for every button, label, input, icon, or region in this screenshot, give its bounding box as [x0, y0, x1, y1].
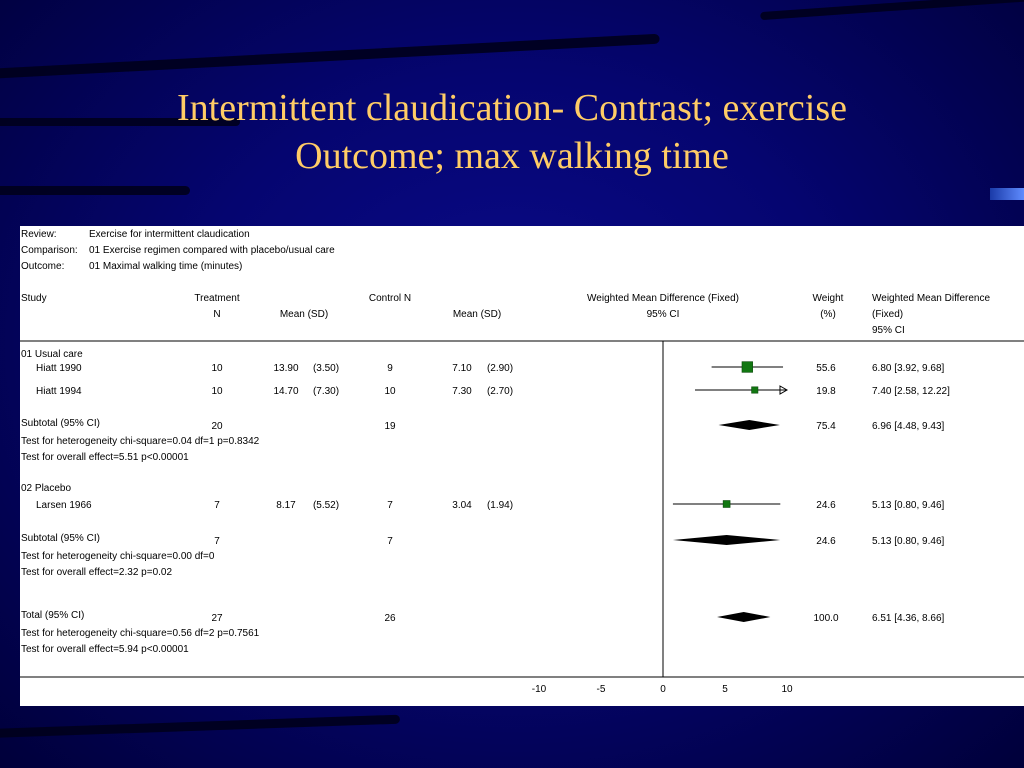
- background-streak: [0, 714, 401, 739]
- header-control-n: Control N: [369, 293, 411, 304]
- group-label: 02 Placebo: [21, 483, 71, 494]
- control-n: 7: [387, 536, 393, 547]
- accent-bar: [990, 188, 1024, 200]
- header-weight: Weight: [813, 293, 844, 304]
- effect-box: [722, 500, 731, 508]
- treatment-sd: (7.30): [313, 386, 339, 397]
- x-tick-label: 10: [781, 684, 793, 695]
- header-control-mean: Mean (SD): [453, 309, 501, 320]
- study-label: Hiatt 1990: [36, 363, 82, 374]
- effect-box: [751, 386, 759, 394]
- treatment-mean: 13.90: [273, 363, 298, 374]
- title-line-2: Outcome; max walking time: [295, 135, 729, 177]
- header-study: Study: [21, 293, 47, 304]
- slide-title: Intermittent claudication- Contrast; exe…: [0, 84, 1024, 180]
- treatment-n: 7: [214, 536, 220, 547]
- control-n: 7: [387, 500, 393, 511]
- header-treatment-n: N: [213, 309, 220, 320]
- control-mean: 7.10: [452, 363, 472, 374]
- meta-value: 01 Maximal walking time (minutes): [89, 261, 242, 272]
- treatment-sd: (5.52): [313, 500, 339, 511]
- subtotal-label: Total (95% CI): [21, 610, 84, 621]
- treatment-n: 10: [211, 363, 223, 374]
- subtotal-label: Subtotal (95% CI): [21, 418, 100, 429]
- header-weight-unit: (%): [820, 309, 836, 320]
- background-streak: [760, 0, 1024, 21]
- test-note: Test for heterogeneity chi-square=0.56 d…: [21, 628, 260, 639]
- x-tick-label: -5: [597, 684, 606, 695]
- subtotal-label: Subtotal (95% CI): [21, 533, 100, 544]
- pooled-diamond: [717, 612, 771, 622]
- header-wmd2-line2: (Fixed): [872, 309, 903, 320]
- control-n: 9: [387, 363, 393, 374]
- treatment-n: 10: [211, 386, 223, 397]
- pooled-diamond: [672, 535, 781, 545]
- treatment-n: 20: [211, 421, 223, 432]
- test-note: Test for overall effect=5.94 p<0.00001: [21, 644, 189, 655]
- ci-text: 5.13 [0.80, 9.46]: [872, 500, 945, 511]
- forest-plot: Review: Exercise for intermittent claudic…: [20, 229, 1024, 695]
- ci-text: 7.40 [2.58, 12.22]: [872, 386, 950, 397]
- control-sd: (2.90): [487, 363, 513, 374]
- weight-value: 55.6: [816, 363, 836, 374]
- study-label: Larsen 1966: [36, 500, 92, 511]
- weight-value: 24.6: [816, 500, 836, 511]
- ci-text: 5.13 [0.80, 9.46]: [872, 536, 945, 547]
- treatment-n: 7: [214, 500, 220, 511]
- control-n: 26: [384, 613, 396, 624]
- weight-value: 19.8: [816, 386, 836, 397]
- weight-value: 100.0: [813, 613, 838, 624]
- test-note: Test for overall effect=2.32 p=0.02: [21, 567, 172, 578]
- title-line-1: Intermittent claudication- Contrast; exe…: [176, 87, 848, 129]
- x-tick-label: 0: [660, 684, 666, 695]
- meta-label: Review:: [21, 229, 57, 240]
- background-streak: [0, 118, 240, 126]
- treatment-sd: (3.50): [313, 363, 339, 374]
- weight-value: 75.4: [816, 421, 836, 432]
- weight-value: 24.6: [816, 536, 836, 547]
- ci-arrow: [779, 385, 789, 395]
- ci-text: 6.80 [3.92, 9.68]: [872, 363, 945, 374]
- treatment-n: 27: [211, 613, 223, 624]
- control-sd: (1.94): [487, 500, 513, 511]
- control-mean: 7.30: [452, 386, 472, 397]
- header-wmd-ci: 95% CI: [647, 309, 680, 320]
- ci-text: 6.96 [4.48, 9.43]: [872, 421, 945, 432]
- header-wmd2-line3: 95% CI: [872, 325, 905, 336]
- header-treatment-mean: Mean (SD): [280, 309, 328, 320]
- ci-text: 6.51 [4.36, 8.66]: [872, 613, 945, 624]
- study-label: Hiatt 1994: [36, 386, 82, 397]
- meta-value: 01 Exercise regimen compared with placeb…: [89, 245, 335, 256]
- header-wmd: Weighted Mean Difference (Fixed): [587, 293, 739, 304]
- meta-value: Exercise for intermittent claudication: [89, 229, 250, 240]
- test-note: Test for heterogeneity chi-square=0.04 d…: [21, 436, 260, 447]
- header-treatment: Treatment: [194, 293, 239, 304]
- x-tick-label: 5: [722, 684, 728, 695]
- header-wmd2-line1: Weighted Mean Difference: [872, 293, 990, 304]
- test-note: Test for heterogeneity chi-square=0.00 d…: [21, 551, 215, 562]
- control-n: 19: [384, 421, 396, 432]
- background-streak: [0, 33, 660, 81]
- group-label: 01 Usual care: [21, 349, 83, 360]
- meta-label: Comparison:: [21, 245, 78, 256]
- control-sd: (2.70): [487, 386, 513, 397]
- treatment-mean: 8.17: [276, 500, 296, 511]
- control-mean: 3.04: [452, 500, 472, 511]
- pooled-diamond: [718, 420, 780, 430]
- forest-plot-figure: Review: Exercise for intermittent claudic…: [20, 226, 1024, 706]
- meta-label: Outcome:: [21, 261, 64, 272]
- effect-box: [741, 361, 753, 373]
- test-note: Test for overall effect=5.51 p<0.00001: [21, 452, 189, 463]
- x-tick-label: -10: [532, 684, 547, 695]
- treatment-mean: 14.70: [273, 386, 298, 397]
- control-n: 10: [384, 386, 396, 397]
- background-streak: [0, 186, 190, 195]
